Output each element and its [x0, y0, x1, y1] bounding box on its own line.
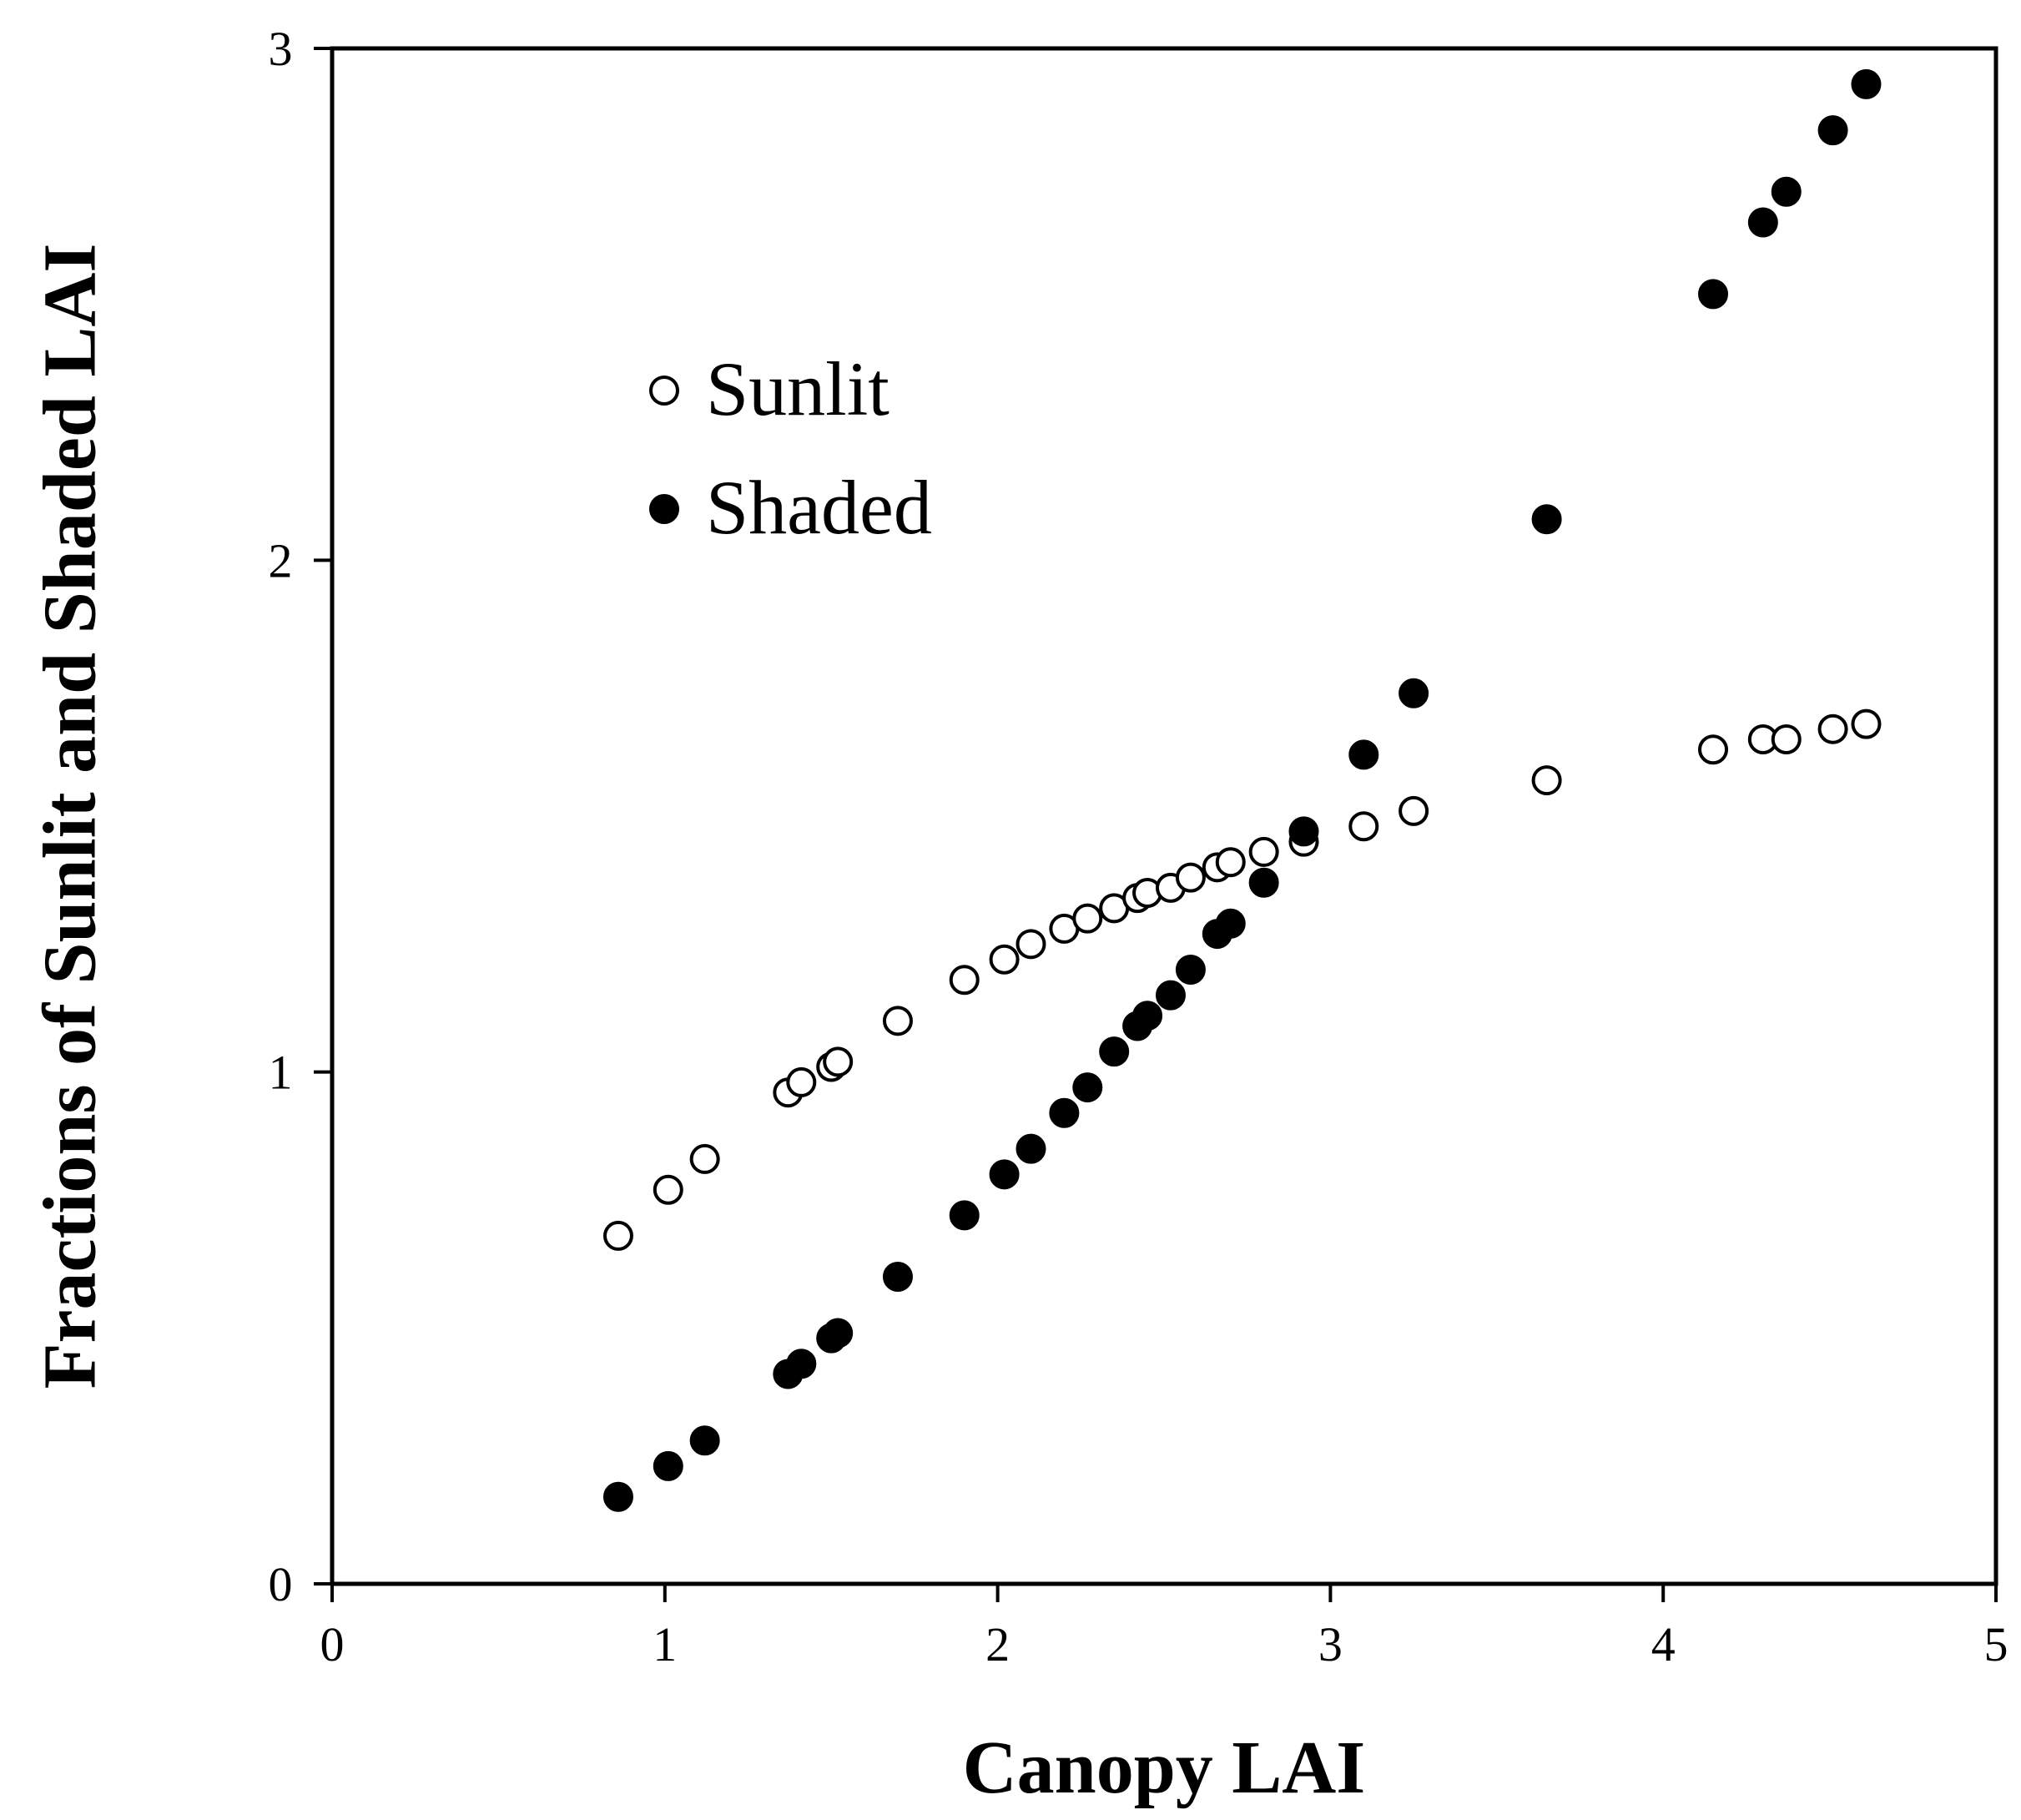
y-tick-label: 3: [269, 22, 293, 76]
shaded-point: [1016, 1133, 1046, 1164]
x-tick-label: 1: [653, 1617, 677, 1671]
shaded-point: [1215, 908, 1246, 939]
y-tick-label: 2: [269, 533, 293, 587]
shaded-point: [1531, 504, 1562, 535]
shaded-point: [882, 1262, 913, 1292]
sunlit-point: [1771, 724, 1802, 754]
shaded-point: [1771, 176, 1802, 207]
legend-label-shaded: Shaded: [706, 465, 932, 550]
shaded-point: [1072, 1072, 1103, 1103]
sunlit-point: [1817, 713, 1848, 744]
sunlit-point: [1698, 734, 1729, 765]
shaded-point: [1099, 1036, 1130, 1067]
shaded-point: [1399, 678, 1429, 708]
sunlit-point: [1072, 903, 1103, 934]
shaded-point: [989, 1159, 1020, 1190]
sunlit-point: [1348, 811, 1379, 842]
shaded-point: [1175, 955, 1206, 985]
shaded-point: [1248, 867, 1279, 898]
shaded-point: [689, 1425, 720, 1456]
legend-marker-sunlit: [649, 376, 679, 406]
sunlit-point: [689, 1143, 720, 1174]
axes: [330, 46, 1998, 1586]
sunlit-point: [823, 1046, 854, 1077]
x-tick-label: 2: [985, 1617, 1010, 1671]
y-tick-label: 0: [269, 1557, 293, 1611]
shaded-point: [949, 1200, 980, 1231]
shaded-point: [1851, 68, 1882, 99]
shaded-point: [653, 1450, 683, 1481]
shaded-point: [1348, 739, 1379, 770]
y-axis-title: Fractions of Sunlit and Shaded LAI: [29, 244, 112, 1389]
y-tick-label: 1: [269, 1046, 293, 1100]
shaded-point: [1049, 1097, 1080, 1128]
sunlit-point: [1851, 708, 1882, 739]
ticks: 0 1 2 3 4 5 0 1 2 3: [269, 22, 2008, 1671]
sunlit-point: [1175, 862, 1206, 893]
sunlit-point: [1248, 836, 1279, 867]
x-tick-label: 0: [320, 1617, 345, 1671]
x-tick-label: 4: [1651, 1617, 1676, 1671]
shaded-point: [1747, 207, 1778, 238]
sunlit-point: [949, 965, 980, 996]
plot-frame: [330, 46, 1998, 1586]
sunlit-point: [1016, 929, 1046, 960]
shaded-point: [823, 1318, 854, 1349]
x-tick-label: 5: [1984, 1617, 2008, 1671]
sunlit-point: [786, 1066, 817, 1097]
shaded-point: [1155, 980, 1186, 1011]
x-tick-label: 3: [1318, 1617, 1343, 1671]
sunlit-point: [1215, 847, 1246, 878]
sunlit-point: [602, 1220, 633, 1251]
sunlit-point: [882, 1006, 913, 1036]
shaded-point: [786, 1349, 817, 1379]
sunlit-point: [989, 944, 1020, 975]
legend-label-sunlit: Sunlit: [706, 346, 890, 431]
legend: Sunlit Shaded: [649, 346, 932, 550]
sunlit-point: [1399, 795, 1429, 826]
sunlit-point: [1531, 765, 1562, 796]
shaded-point: [602, 1481, 633, 1512]
legend-marker-shaded: [649, 494, 679, 524]
shaded-point: [1288, 816, 1319, 847]
shaded-point: [1698, 279, 1729, 310]
shaded-point: [1132, 1001, 1163, 1031]
data-points: [602, 68, 1882, 1512]
x-axis-title: Canopy LAI: [963, 1727, 1366, 1809]
sunlit-point: [653, 1174, 683, 1205]
shaded-point: [1817, 115, 1848, 146]
